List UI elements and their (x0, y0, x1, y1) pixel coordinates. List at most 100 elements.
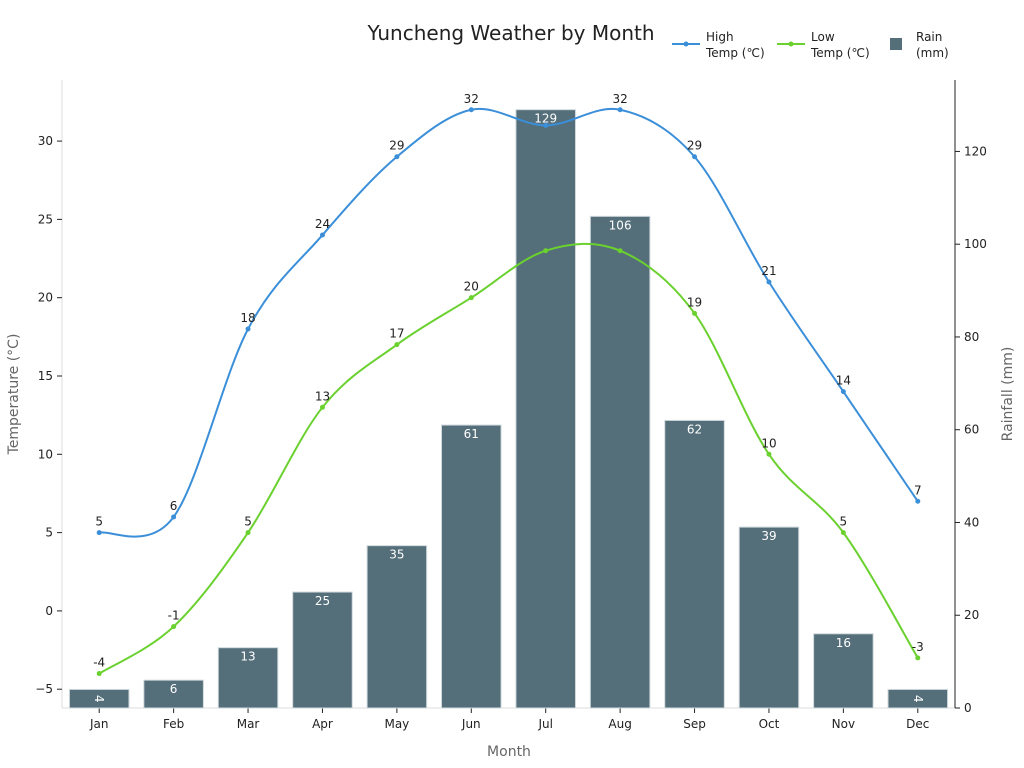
high-temp-point (96, 530, 102, 536)
y-tick-label: 30 (38, 134, 53, 148)
left-axis-ticks: −5 0 5 10 15 20 25 30 (35, 134, 62, 696)
legend-label-high-line2: Temp (℃) (705, 46, 765, 60)
low-temp-point (468, 295, 474, 301)
high-temp-label: 24 (315, 217, 330, 231)
point-labels: 5 6 18 24 29 32 32 29 21 14 7 -4 -1 5 13 17 20 19 10 5 -3 (93, 92, 924, 670)
rain-bar-label: 4 (911, 695, 925, 703)
x-axis-ticks: Jan Feb Mar Apr May Jun Jul Aug Sep Oct Nov Dec (89, 708, 929, 731)
high-temp-point (543, 122, 549, 128)
high-temp-point (915, 498, 921, 504)
y2-tick-label: 20 (964, 608, 979, 622)
legend: High Temp (℃) Low Temp (℃) Rain (mm) (672, 30, 949, 60)
legend-item-rain: Rain (mm) (890, 30, 949, 60)
low-temp-label: 5 (840, 515, 848, 529)
high-temp-label: 29 (389, 139, 404, 153)
rain-bar (217, 647, 279, 709)
high-temp-point (245, 326, 251, 332)
legend-item-high: High Temp (℃) (672, 30, 765, 60)
x-tick-label: Jul (537, 717, 552, 731)
low-temp-point (617, 248, 623, 254)
x-tick-label: Sep (683, 717, 706, 731)
low-temp-label: 17 (389, 327, 404, 341)
rain-bar-label: 13 (240, 650, 255, 664)
legend-marker-low (788, 41, 794, 47)
rain-bar-label: 35 (389, 548, 404, 562)
high-temp-label: 5 (95, 515, 103, 529)
low-temp-label: -1 (168, 609, 180, 623)
y2-tick-label: 0 (964, 701, 972, 715)
y2-tick-label: 40 (964, 515, 979, 529)
rain-bar (143, 679, 204, 709)
x-tick-label: Mar (237, 717, 260, 731)
high-temp-label: 7 (914, 483, 922, 497)
high-temp-point (692, 154, 698, 160)
y-tick-label: 5 (45, 526, 53, 540)
rain-bar-label: 6 (170, 682, 178, 696)
temperature-lines (96, 107, 921, 677)
high-temp-point (617, 107, 623, 113)
rain-bar (813, 633, 874, 709)
x-tick-label: Jan (89, 717, 109, 731)
low-temp-point (96, 671, 102, 677)
y-tick-label: 20 (38, 291, 53, 305)
high-temp-point (468, 107, 474, 113)
high-temp-line (99, 107, 919, 538)
rain-bar-label: 61 (464, 427, 479, 441)
low-temp-point (915, 655, 921, 661)
high-temp-point (766, 279, 772, 285)
y-tick-label: 25 (38, 212, 53, 226)
y-tick-label: 10 (38, 447, 53, 461)
low-temp-point (543, 248, 549, 254)
low-temp-point (766, 451, 772, 457)
high-temp-label: 32 (464, 92, 479, 106)
legend-item-low: Low Temp (℃) (777, 30, 870, 60)
y2-axis-title: Rainfall (mm) (1000, 347, 1016, 442)
low-temp-label: -4 (93, 656, 105, 670)
rain-bar-label: 129 (534, 112, 557, 126)
low-temp-point (319, 404, 325, 410)
chart-title: Yuncheng Weather by Month (366, 21, 654, 45)
y2-tick-label: 60 (964, 423, 979, 437)
high-temp-point (319, 232, 325, 238)
rain-bar-label: 39 (761, 529, 776, 543)
legend-label-high-line1: High (706, 30, 734, 44)
low-temp-label: 19 (687, 295, 702, 309)
low-temp-line (98, 242, 919, 675)
high-temp-label: 21 (761, 264, 776, 278)
rain-bar-label: 62 (687, 422, 702, 436)
x-tick-label: Apr (312, 717, 333, 731)
rain-bar (441, 424, 502, 709)
low-temp-label: 13 (315, 389, 330, 403)
y2-tick-label: 80 (964, 330, 979, 344)
y-tick-label: 15 (38, 369, 53, 383)
x-tick-label: Dec (906, 717, 929, 731)
high-temp-label: 6 (170, 499, 178, 513)
x-tick-label: Aug (608, 717, 631, 731)
rain-bar-label: 16 (836, 636, 851, 650)
legend-label-rain-line2: (mm) (916, 46, 949, 60)
axes (61, 80, 956, 709)
x-tick-label: Nov (832, 717, 855, 731)
legend-label-low-line2: Temp (℃) (810, 46, 870, 60)
rain-bar (515, 109, 576, 709)
y2-tick-label: 120 (964, 144, 987, 158)
low-temp-point (692, 310, 698, 316)
rain-bar-label: 106 (609, 218, 632, 232)
rain-bar (292, 591, 353, 709)
high-temp-label: 18 (240, 311, 255, 325)
high-temp-label: 29 (687, 139, 702, 153)
rain-bar (664, 419, 725, 709)
low-temp-label: 20 (464, 280, 479, 294)
high-temp-label: 32 (612, 92, 627, 106)
legend-marker-high (683, 41, 689, 47)
high-temp-point (394, 154, 400, 160)
high-temp-label: 14 (836, 374, 851, 388)
x-tick-label: Jun (461, 717, 481, 731)
low-temp-point (245, 530, 251, 536)
rain-bar (366, 545, 428, 709)
legend-swatch-rain (890, 38, 902, 50)
y-tick-label: 0 (45, 604, 53, 618)
x-tick-label: Oct (759, 717, 780, 731)
